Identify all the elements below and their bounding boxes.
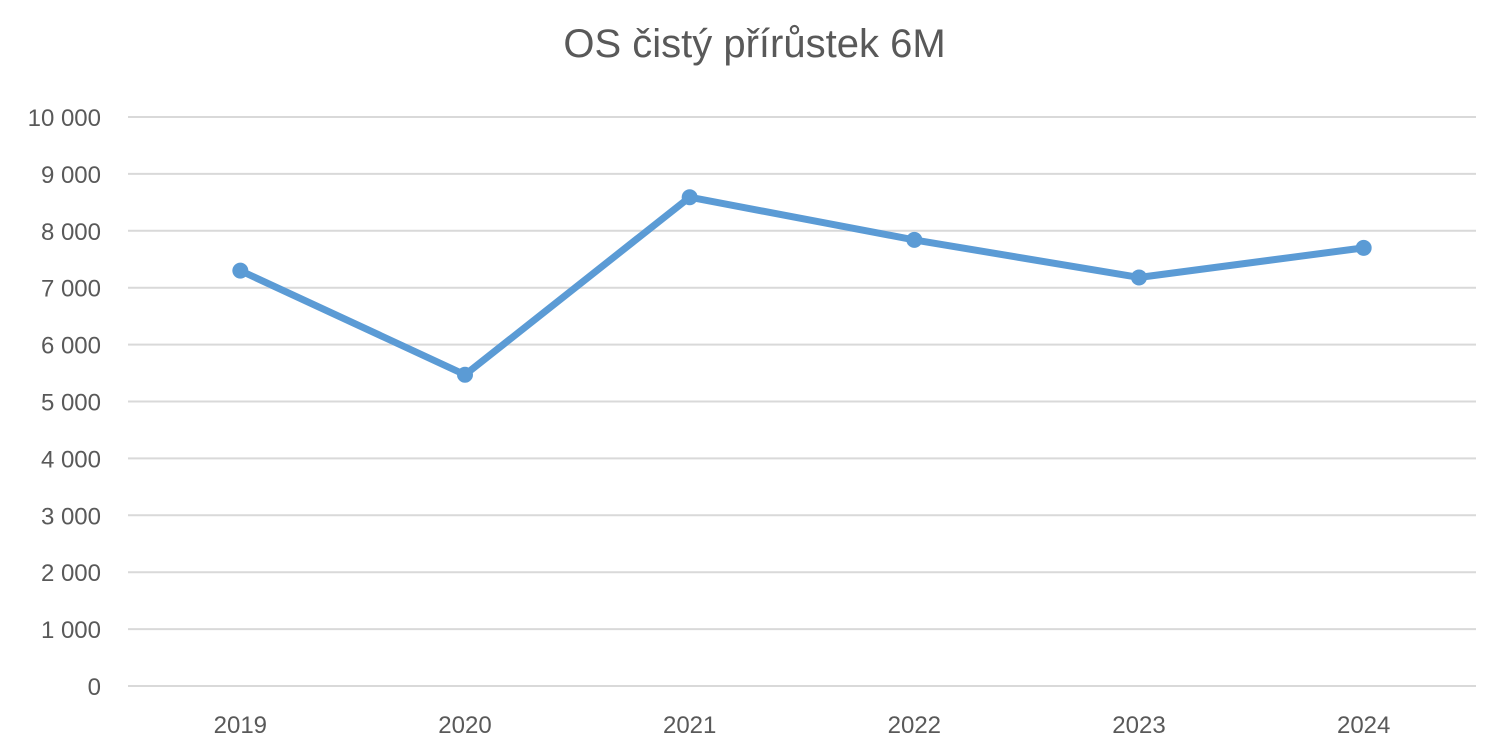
x-tick-label: 2019 bbox=[214, 712, 267, 739]
y-tick-label: 5 000 bbox=[41, 390, 101, 417]
series-layer bbox=[232, 189, 1372, 383]
x-tick-label: 2022 bbox=[888, 712, 941, 739]
x-tick-label: 2024 bbox=[1337, 712, 1390, 739]
x-tick-label: 2023 bbox=[1112, 712, 1165, 739]
data-point bbox=[1131, 269, 1147, 286]
y-tick-label: 1 000 bbox=[41, 617, 101, 644]
y-tick-label: 2 000 bbox=[41, 560, 101, 587]
y-tick-label: 7 000 bbox=[41, 276, 101, 303]
y-tick-label: 3 000 bbox=[41, 503, 101, 530]
data-point bbox=[457, 366, 473, 383]
y-tick-label: 0 bbox=[88, 674, 101, 701]
x-axis-ticks: 2019 2020 2021 2022 2023 2024 bbox=[214, 712, 1391, 739]
data-point bbox=[232, 262, 249, 279]
y-axis-ticks: 0 1 000 2 000 3 000 4 000 5 000 6 000 7 000 8 00… bbox=[28, 105, 101, 701]
series-line bbox=[236, 193, 1368, 379]
y-tick-label: 9 000 bbox=[41, 162, 101, 189]
y-tick-label: 4 000 bbox=[41, 446, 101, 473]
y-tick-label: 10 000 bbox=[28, 105, 101, 132]
grid-lines bbox=[128, 116, 1476, 687]
data-point bbox=[1355, 239, 1372, 256]
x-tick-label: 2020 bbox=[438, 712, 491, 739]
y-tick-label: 6 000 bbox=[41, 333, 101, 360]
data-point bbox=[681, 189, 698, 206]
chart-title: OS čistý přírůstek 6M bbox=[563, 22, 946, 66]
x-tick-label: 2021 bbox=[663, 712, 716, 739]
data-point bbox=[906, 231, 923, 248]
y-tick-label: 8 000 bbox=[41, 219, 101, 246]
